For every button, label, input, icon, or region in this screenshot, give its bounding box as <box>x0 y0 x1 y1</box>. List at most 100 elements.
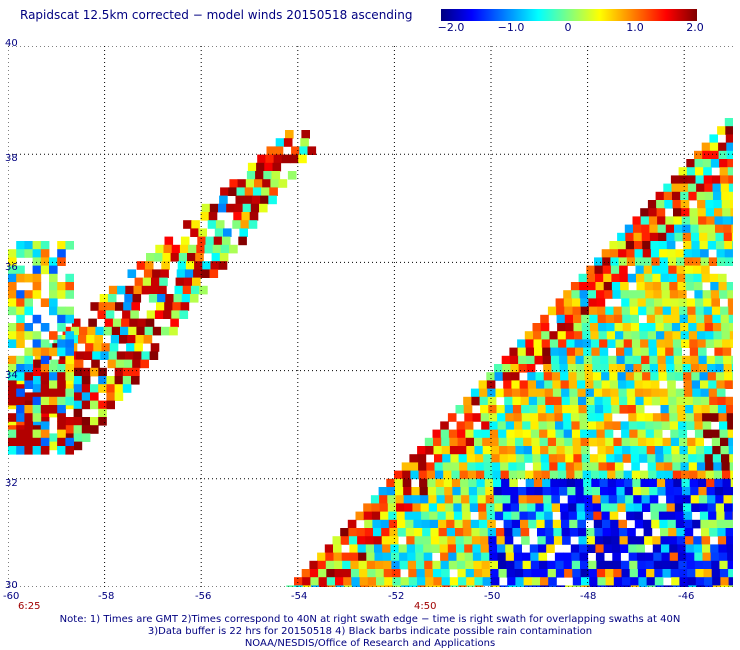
swath-cell <box>294 585 304 587</box>
swath-cell <box>49 257 58 266</box>
swath-cell <box>382 552 392 562</box>
swath-cell <box>710 282 719 291</box>
swath-cell <box>610 528 620 537</box>
swath-cell <box>690 355 699 365</box>
swath-cell <box>419 478 428 488</box>
swath-cell <box>612 560 622 570</box>
swath-cell <box>649 487 658 496</box>
swath-cell <box>512 405 522 414</box>
swath-cell <box>650 249 660 258</box>
swath-cell <box>654 298 663 307</box>
swath-cell <box>548 454 558 463</box>
swath-cell <box>65 372 74 381</box>
swath-cell <box>335 585 345 587</box>
swath-cell <box>440 421 449 430</box>
swath-cell <box>617 232 626 242</box>
swath-cell <box>557 454 566 463</box>
swath-cell <box>602 257 611 266</box>
swath-cell <box>479 396 489 406</box>
swath-cell <box>16 388 25 398</box>
swath-cell <box>570 413 580 422</box>
swath-cell <box>467 462 476 471</box>
swath-cell <box>335 577 344 586</box>
swath-cell <box>129 318 138 328</box>
swath-cell <box>686 560 696 570</box>
swath-cell <box>580 437 590 447</box>
swath-cell <box>325 552 334 562</box>
swath-cell <box>525 478 535 488</box>
swath-cell <box>90 302 99 311</box>
swath-cell <box>600 355 609 365</box>
swath-cell <box>628 290 638 299</box>
swath-cell <box>513 552 523 562</box>
swath-cell <box>32 347 42 357</box>
swath-cell <box>587 290 597 299</box>
swath-cell <box>667 519 677 529</box>
swath-cell <box>548 446 557 455</box>
swath-cell <box>111 326 121 336</box>
swath-cell <box>617 372 627 381</box>
swath-cell <box>429 511 438 521</box>
swath-cell <box>546 413 555 422</box>
swath-cell <box>648 347 658 357</box>
swath-cell <box>694 150 703 160</box>
swath-cell <box>488 405 497 414</box>
swath-cell <box>112 318 122 328</box>
swath-cell <box>62 326 72 336</box>
swath-cell <box>610 396 620 406</box>
swath-cell <box>301 569 311 578</box>
swath-cell <box>690 224 699 234</box>
swath-cell <box>561 528 571 537</box>
swath-cell <box>435 478 445 488</box>
swath-cell <box>201 269 210 278</box>
swath-cell <box>242 203 252 213</box>
swath-cell <box>590 462 599 471</box>
swath-cell <box>684 265 694 275</box>
swath-cell <box>558 470 567 480</box>
lat-tick-label: 36 <box>5 262 18 273</box>
swath-cell <box>16 339 25 348</box>
swath-cell <box>696 585 705 587</box>
swath-cell <box>246 171 256 180</box>
swath-cell <box>488 413 498 422</box>
swath-cell <box>690 487 699 496</box>
swath-cell <box>588 560 597 570</box>
swath-cell <box>459 470 469 480</box>
swath-cell <box>599 478 609 488</box>
swath-cell <box>183 220 192 229</box>
swath-cell <box>697 470 706 480</box>
swath-cell <box>172 302 181 311</box>
swath-cell <box>380 519 390 529</box>
swath-cell <box>550 478 559 488</box>
swath-cell <box>725 396 733 406</box>
swath-cell <box>521 536 530 545</box>
swath-cell <box>648 478 658 488</box>
swath-cell <box>484 470 493 480</box>
swath-cell <box>638 585 648 587</box>
swath-cell <box>701 142 711 152</box>
swath-cell <box>179 310 189 319</box>
swath-cell <box>697 331 706 340</box>
swath-cell <box>724 372 733 381</box>
swath-cell <box>603 413 613 422</box>
swath-cell <box>348 528 357 537</box>
swath-cell <box>704 323 714 332</box>
swath-cell <box>636 282 646 291</box>
swath-cell <box>626 388 636 398</box>
swath-cell <box>537 405 547 414</box>
swath-cell <box>486 511 496 521</box>
swath-cell <box>506 569 516 578</box>
swath-cell <box>69 335 79 344</box>
swath-cell <box>670 437 680 447</box>
swath-cell <box>530 421 539 430</box>
swath-cell <box>249 212 259 221</box>
swath-cell <box>681 478 691 488</box>
swath-cell <box>707 241 717 250</box>
swath-cell <box>578 273 588 283</box>
swath-cell <box>49 388 58 398</box>
swath-cell <box>439 536 448 545</box>
swath-cell <box>455 405 465 414</box>
swath-cell <box>144 326 154 336</box>
swath-cell <box>143 269 153 278</box>
swath-cell <box>448 552 457 562</box>
